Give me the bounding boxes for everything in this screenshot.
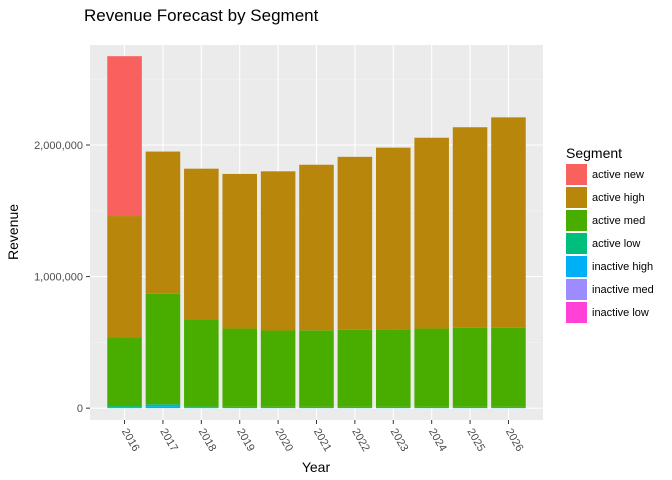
legend-label: inactive low (592, 307, 649, 319)
legend-key-active-med (566, 210, 587, 231)
legend-key-active-high (566, 187, 587, 208)
bar-active-med-2022 (337, 329, 373, 407)
x-tick-label: 2016 (119, 427, 142, 454)
x-tick-label: 2025 (464, 427, 487, 454)
bar-active-med-2020 (260, 330, 296, 407)
bar-active-low-2017 (145, 404, 181, 407)
bar-active-high-2019 (222, 173, 257, 329)
bar-inactive-high-2017 (145, 406, 181, 409)
bar-active-med-2017 (145, 293, 181, 405)
x-tick-label: 2023 (388, 427, 411, 454)
bar-inactive-high-2023 (376, 407, 411, 409)
chart-title: Revenue Forecast by Segment (84, 6, 319, 25)
y-axis: 0 1,000,000 2,000,000 (34, 140, 90, 415)
x-tick-label: 2022 (349, 427, 372, 454)
legend: Segment active new active high active med a… (566, 145, 654, 323)
legend-key-inactive-high (566, 256, 587, 277)
bar-active-high-2018 (184, 168, 219, 320)
bar-active-low-2024 (414, 406, 449, 408)
bar-active-low-2022 (337, 406, 373, 408)
legend-key-inactive-med (566, 279, 587, 300)
bar-active-high-2023 (376, 147, 411, 330)
bar-active-med-2026 (491, 327, 526, 407)
bar-active-low-2016 (107, 406, 142, 408)
bar-inactive-high-2019 (222, 407, 257, 409)
x-tick-label: 2026 (503, 427, 526, 454)
bar-active-high-2025 (452, 127, 488, 328)
y-tick-label: 2,000,000 (34, 140, 83, 152)
bar-active-new-2016 (107, 56, 142, 217)
bar-active-med-2021 (299, 330, 334, 407)
x-tick-label: 2024 (426, 427, 449, 454)
bar-active-low-2023 (376, 406, 411, 408)
legend-label: inactive med (592, 284, 654, 296)
bar-active-med-2018 (184, 320, 219, 407)
bar-inactive-high-2021 (299, 407, 334, 409)
x-tick-label: 2019 (234, 427, 257, 454)
bar-inactive-high-2018 (184, 407, 219, 409)
bar-active-med-2023 (376, 329, 411, 407)
x-tick-label: 2020 (273, 427, 296, 454)
y-tick-label: 1,000,000 (34, 272, 83, 284)
x-tick-label: 2018 (196, 427, 219, 454)
bar-active-high-2016 (107, 216, 142, 338)
bar-inactive-high-2016 (107, 407, 142, 409)
legend-label: active new (592, 169, 644, 181)
legend-title: Segment (566, 145, 622, 161)
bar-active-med-2016 (107, 337, 142, 407)
bar-active-high-2026 (491, 117, 526, 328)
bar-active-low-2020 (260, 406, 296, 408)
bar-active-low-2025 (452, 406, 488, 408)
bar-inactive-high-2022 (337, 407, 373, 409)
x-axis-title: Year (302, 459, 331, 475)
legend-key-active-low (566, 233, 587, 254)
legend-label: active high (592, 192, 645, 204)
bar-active-high-2020 (260, 171, 296, 331)
bar-inactive-high-2026 (491, 407, 526, 409)
bar-active-high-2022 (337, 156, 373, 330)
bar-active-low-2019 (222, 406, 257, 408)
x-tick-label: 2021 (311, 427, 334, 454)
bar-active-high-2021 (299, 164, 334, 331)
bar-active-high-2017 (145, 151, 181, 294)
bar-inactive-high-2020 (260, 407, 296, 409)
bar-active-med-2024 (414, 328, 449, 407)
legend-key-active-new (566, 164, 587, 185)
x-tick-label: 2017 (157, 427, 180, 454)
bar-active-low-2018 (184, 406, 219, 408)
legend-label: active med (592, 215, 645, 227)
bars (107, 56, 526, 409)
bar-active-high-2024 (414, 137, 449, 329)
y-axis-title: Revenue (5, 204, 21, 260)
legend-label: active low (592, 238, 640, 250)
bar-active-low-2021 (299, 406, 334, 408)
bar-active-low-2026 (491, 406, 526, 408)
x-axis: 2016 2017 2018 2019 2020 2021 2022 2023 2024 2025… (119, 420, 526, 454)
y-tick-label: 0 (77, 403, 83, 415)
bar-inactive-high-2024 (414, 407, 449, 409)
bar-inactive-high-2025 (452, 407, 488, 409)
legend-label: inactive high (592, 261, 653, 273)
bar-active-med-2025 (452, 327, 488, 407)
legend-key-inactive-low (566, 302, 587, 323)
bar-active-med-2019 (222, 328, 257, 407)
